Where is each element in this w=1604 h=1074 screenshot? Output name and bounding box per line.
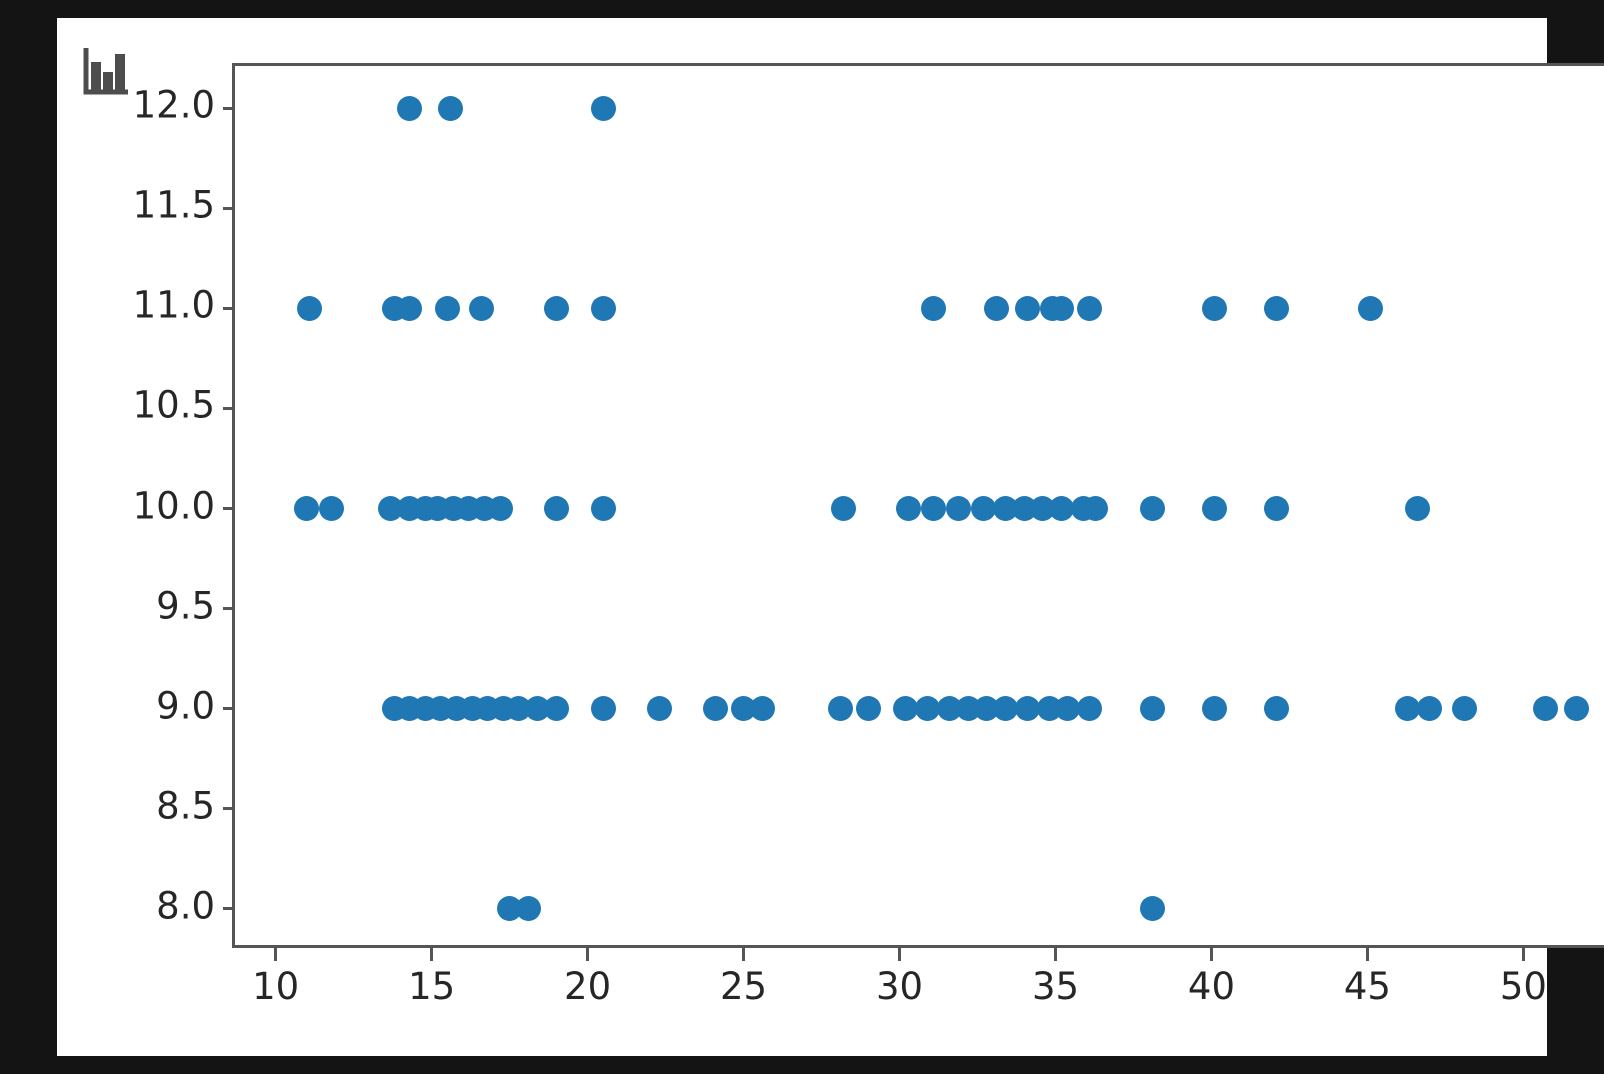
scatter-point [515,896,541,922]
x-tick-label: 25 [720,965,768,1008]
x-tick-mark [586,948,590,961]
scatter-point [915,696,940,722]
x-tick-mark [274,948,278,961]
scatter-point [590,295,616,321]
x-tick-mark [1365,948,1369,961]
scatter-point [855,696,881,722]
y-tick-label: 12.0 [132,83,215,127]
y-tick-label: 8.5 [156,784,215,828]
scatter-point [827,696,853,722]
scatter-point [1014,696,1040,722]
x-tick-label: 35 [1031,965,1080,1008]
scatter-point [992,696,1018,722]
scatter-point [1563,696,1589,722]
scatter-point [702,696,728,722]
y-tick-label: 10.5 [132,383,215,427]
scatter-point [1077,696,1103,722]
scatter-point [971,496,997,521]
scatter-point [1264,295,1290,321]
y-tick-label: 9.0 [156,684,215,728]
x-tick-label: 30 [875,965,924,1008]
scatter-point [1357,295,1383,321]
scatter-point [946,496,972,521]
scatter-point [434,295,460,321]
scatter-point [1264,496,1290,521]
scatter-point [1264,696,1290,722]
scatter-point [1417,696,1443,722]
scatter-point [543,696,569,722]
x-tick-label: 20 [564,965,612,1008]
y-tick-label: 11.5 [132,183,215,227]
y-tick-mark [223,907,235,911]
scatter-point [1049,496,1075,521]
y-tick-label: 9.5 [156,584,215,628]
x-tick-label: 15 [408,965,456,1008]
bar-chart-icon[interactable] [83,46,131,96]
x-tick-label: 10 [252,965,300,1008]
y-tick-label: 10.0 [132,484,215,527]
y-tick-mark [223,306,235,310]
x-tick-mark [742,948,746,961]
scatter-point [1139,896,1165,922]
scatter-point [543,295,569,321]
scatter-point [1139,496,1165,521]
plot-axes [223,63,1604,948]
scatter-point [1201,696,1227,722]
y-tick-label: 11.0 [132,283,215,327]
y-tick-label: 8.0 [156,884,215,928]
scatter-point [294,496,320,521]
scatter-point [397,295,423,321]
scatter-point [487,496,513,521]
x-tick-mark [1209,948,1213,961]
figure-canvas: 8.0 8.5 9.0 9.5 10.0 10.5 11.0 11.5 12.0 10 15 20 2… [57,18,1604,1056]
y-tick-mark [223,106,235,110]
scatter-point [1201,295,1227,321]
scatter-point [896,496,922,521]
scatter-point [830,496,856,521]
scatter-points-layer [235,66,1604,945]
scatter-point [893,696,919,722]
y-tick-mark [223,507,235,510]
scatter-point [1049,295,1075,321]
scatter-point [1055,696,1081,722]
scatter-point [397,95,423,121]
scatter-point [1451,696,1477,722]
y-tick-mark [223,206,235,210]
y-tick-mark [223,707,235,711]
x-tick-label: 50 [1499,965,1547,1008]
scatter-point [1201,496,1227,521]
y-axis-tick-labels: 8.0 8.5 9.0 9.5 10.0 10.5 11.0 11.5 12.0 [57,63,215,948]
scatter-point [1083,496,1109,521]
scatter-point [983,295,1009,321]
scatter-point [1077,295,1103,321]
scatter-point [468,295,494,321]
scatter-point [1139,696,1165,722]
scatter-point [297,295,323,321]
scatter-point [1014,295,1040,321]
y-tick-mark [223,807,235,811]
scatter-point [590,696,616,722]
x-tick-mark [430,948,434,961]
x-axis-tick-labels: 10 15 20 25 30 35 40 45 50 [232,948,1604,1028]
x-tick-label: 45 [1343,965,1391,1008]
x-tick-mark [1054,948,1057,961]
scatter-point [1395,696,1421,722]
scatter-point [921,496,947,521]
scatter-point [1404,496,1430,521]
x-tick-mark [1521,948,1525,961]
scatter-point [921,295,947,321]
y-tick-mark [223,406,235,410]
x-tick-mark [898,948,902,961]
scatter-point [1532,696,1558,722]
scatter-point [590,95,616,121]
scatter-point [590,496,616,521]
x-tick-label: 40 [1187,965,1236,1008]
scatter-point [646,696,672,722]
y-tick-mark [223,607,235,611]
scatter-point [319,496,345,521]
scatter-point [543,496,569,521]
scatter-point [749,696,775,722]
scatter-point [437,95,463,121]
